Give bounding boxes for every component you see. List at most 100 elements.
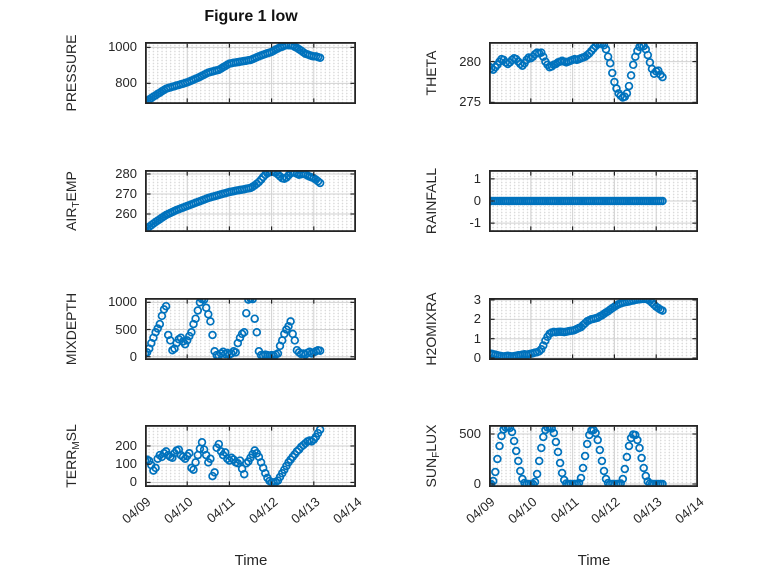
axes-box [145,425,356,487]
x-tick-label: 04/10 [161,494,196,527]
x-tick-label: 04/09 [463,494,498,527]
axes-box [145,298,356,360]
scatter-markers [145,170,325,232]
tick-marks [489,426,698,486]
subplot-rainfall: RAINFALL -1 0 1 [423,168,698,234]
y-tick-label: 275 [459,94,481,110]
tick-marks [145,43,356,103]
chart-svg-rainfall [489,170,698,232]
chart-svg-theta [489,42,698,104]
grid-lines [145,170,356,232]
axes-box [145,170,356,232]
y-tick-label: 0 [473,350,481,366]
scatter-markers [489,42,667,102]
y-tick-label: 260 [115,206,137,221]
y-axis-label-terr-msl: TERRMSL [62,386,82,526]
scatter-markers [145,298,325,360]
y-axis-label-sun-flux: SUNFLUX [422,386,442,526]
scatter-markers [145,42,325,104]
tick-marks [489,43,698,103]
scatter-markers [489,196,667,206]
y-axis-label-pressure: PRESSURE [62,3,80,143]
x-tick-label: 04/11 [204,494,239,526]
axes-box [489,298,698,360]
y-axis-label-theta: THETA [422,3,440,143]
tick-marks [145,299,356,359]
y-tick-label: 100 [115,456,137,472]
y-tick-label: 270 [115,186,137,201]
x-tick-label: 04/12 [588,494,624,527]
ylabel-subscript: M [71,441,82,450]
x-axis-label-right: Time [577,552,611,569]
y-tick-label: 0 [473,193,481,208]
y-tick-label: 0 [129,348,137,364]
grid-lines [489,425,698,487]
y-tick-label: 1000 [108,39,137,55]
plot-area-theta: 275 280 [459,42,698,109]
subplot-terr-msl: TERRMSL 0 100 200 04/09 04/10 04/11 04/12 04/13… [63,424,365,526]
y-tick-label: 0 [129,474,137,490]
x-tick-label: 04/09 [119,494,154,527]
subplot-air-temp: AIRTEMP 260 270 280 [63,167,356,232]
x-axis-label-left: Time [234,552,268,569]
x-tick-label: 04/13 [630,494,665,527]
ylabel-subscript: T [71,201,82,208]
y-tick-label: 800 [115,75,137,91]
ylabel-text: PRESSURE [63,34,79,112]
y-tick-label: 280 [115,166,137,181]
y-tick-label: 0 [473,476,481,491]
grid-lines [489,298,698,360]
y-axis-label-h2omixra: H2OMIXRA [422,259,440,399]
figure-title: Figure 1 low [204,8,298,25]
y-tick-label: -1 [469,215,481,231]
ylabel-subscript: F [431,451,442,458]
y-axis-label-air-temp: AIRTEMP [62,131,82,271]
y-tick-label: 200 [115,437,137,453]
y-tick-label: 500 [115,321,137,337]
ylabel-text: SL [63,424,79,442]
tick-marks [145,171,356,231]
axes-box [145,42,356,104]
y-tick-label: 280 [459,53,481,69]
ylabel-text: EMP [63,171,79,202]
plot-area-air-temp: 260 270 280 [115,167,356,232]
y-tick-label: 1 [473,170,481,186]
subplot-mixdepth: MIXDEPTH 0 500 1000 [63,293,356,365]
ylabel-text: MIXDEPTH [63,292,79,366]
y-axis-label-mixdepth: MIXDEPTH [62,259,80,399]
tick-marks [145,426,356,486]
y-tick-label: 1000 [108,294,137,310]
ylabel-text: AIR [63,207,79,231]
axes-box [489,425,698,487]
chart-svg-pressure [145,42,356,104]
axes-box [489,170,698,232]
subplot-theta: THETA 275 280 [423,42,698,109]
scatter-markers [489,298,667,360]
plot-area-h2omixra: 0 1 2 3 [474,292,698,365]
y-tick-label: 2 [473,311,481,327]
y-tick-label: 3 [473,291,481,307]
ylabel-text: TERR [63,449,79,488]
grid-lines [145,42,356,104]
chart-svg-mixdepth [145,298,356,360]
x-tick-label: 04/14 [672,494,707,527]
tick-marks [489,299,698,359]
plot-area-terr-msl: 0 100 200 04/09 04/10 04/11 04/12 04/13 04/14 [115,425,365,526]
x-tick-label: 04/14 [330,494,365,527]
plot-area-rainfall: -1 0 1 [469,170,698,232]
chart-svg-air_temp [145,170,356,232]
x-tick-label: 04/11 [547,494,582,526]
scatter-markers [145,425,325,487]
x-tick-label: 04/10 [504,494,540,527]
chart-svg-terr_msl [145,425,356,487]
plot-area-pressure: 800 1000 [108,40,356,104]
subplot-pressure: PRESSURE 800 1000 [63,34,356,112]
axes-box [489,42,698,104]
plot-area-sun-flux: 0 500 04/09 04/10 04/11 04/12 04/13 04/14 [459,425,707,526]
y-tick-label: 1 [473,330,481,346]
y-tick-label: 500 [459,426,481,441]
x-tick-label: 04/13 [287,494,323,527]
chart-svg-sun_flux [489,425,698,487]
